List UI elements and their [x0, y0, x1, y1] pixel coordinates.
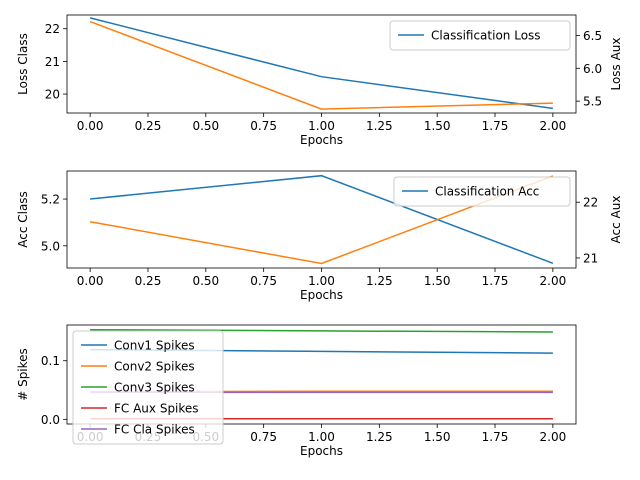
x-tick-label: 1.00 [308, 430, 335, 444]
y-right-tick-label: 22 [583, 196, 598, 210]
y-right-tick-label: 6.0 [583, 62, 602, 76]
legend-label: Conv3 Spikes [114, 381, 195, 395]
series-line-3-3 [90, 328, 553, 333]
x-tick-label: 1.75 [482, 119, 509, 133]
x-axis-label: Epochs [300, 133, 343, 147]
series-line-1-1 [89, 17, 554, 110]
series-line-2-1 [90, 174, 554, 265]
x-tick-label: 0.00 [77, 274, 104, 288]
x-tick-label: 0.50 [192, 119, 219, 133]
x-tick-label: 0.25 [135, 274, 162, 288]
x-tick-label: 1.00 [308, 119, 335, 133]
x-tick-label: 0.75 [250, 274, 277, 288]
legend-label: Conv1 Spikes [114, 339, 195, 353]
x-tick-label: 0.75 [250, 119, 277, 133]
y-right-tick-label: 6.5 [583, 29, 602, 43]
y-right-tick-label: 21 [583, 251, 598, 265]
x-tick-label: 0.50 [192, 274, 219, 288]
x-axis-label: Epochs [300, 444, 343, 458]
legend-label: Classification Acc [435, 185, 539, 199]
x-tick-label: 1.75 [482, 430, 509, 444]
x-tick-label: 1.00 [308, 274, 335, 288]
legend-label: FC Aux Spikes [114, 402, 199, 416]
x-tick-label: 1.50 [424, 119, 451, 133]
x-tick-label: 1.50 [424, 430, 451, 444]
x-tick-label: 1.25 [366, 430, 393, 444]
y-right-axis-label: Acc Aux [609, 196, 623, 244]
legend-box [393, 176, 571, 207]
x-tick-label: 1.25 [366, 119, 393, 133]
x-axis-label: Epochs [300, 288, 343, 302]
x-tick-label: 1.25 [366, 274, 393, 288]
legend-label: Conv2 Spikes [114, 360, 195, 374]
x-tick-label: 2.00 [540, 430, 567, 444]
y-axis-label: Loss Class [16, 33, 30, 95]
legend-label: Classification Loss [431, 29, 541, 43]
x-tick-label: 0.00 [77, 119, 104, 133]
y-axis-label: Acc Class [16, 191, 30, 248]
x-tick-label: 1.75 [482, 274, 509, 288]
legend-box [389, 20, 571, 51]
legend: Conv1 Spikes Conv2 Spikes Conv3 Spikes FC A… [72, 330, 224, 445]
x-tick-label: 1.50 [424, 274, 451, 288]
y-axis-label: # Spikes [16, 348, 30, 401]
x-tick-label: 2.00 [540, 274, 567, 288]
y-tick-label: 5.2 [41, 193, 60, 207]
legend: Classification Loss [389, 20, 571, 51]
y-tick-label: 21 [45, 55, 60, 69]
series-line-1-2 [89, 20, 553, 110]
x-tick-label: 0.25 [135, 119, 162, 133]
y-tick-label: 0.0 [41, 413, 60, 427]
subplot-1: 0.00 0.25 0.50 0.75 1.00 1.25 1.50 1.75 2.00 Epoc… [16, 14, 623, 147]
x-tick-label: 0.75 [250, 430, 277, 444]
x-tick-label: 2.00 [540, 119, 567, 133]
legend-box [72, 330, 224, 445]
subplot-2: 0.00 0.25 0.50 0.75 1.00 1.25 1.50 1.75 2.00 Epoc… [16, 170, 623, 302]
y-tick-label: 20 [45, 88, 60, 102]
y-tick-label: 0.1 [41, 354, 60, 368]
legend: Classification Acc [393, 176, 571, 207]
y-tick-label: 5.0 [41, 239, 60, 253]
y-right-tick-label: 5.5 [583, 95, 602, 109]
subplot-3: 0.000.250.500.751.001.251.501.752.00Epoc… [16, 324, 577, 458]
y-right-axis-label: Loss Aux [609, 37, 623, 90]
y-tick-label: 22 [45, 22, 60, 36]
legend-label: FC Cla Spikes [114, 423, 195, 437]
